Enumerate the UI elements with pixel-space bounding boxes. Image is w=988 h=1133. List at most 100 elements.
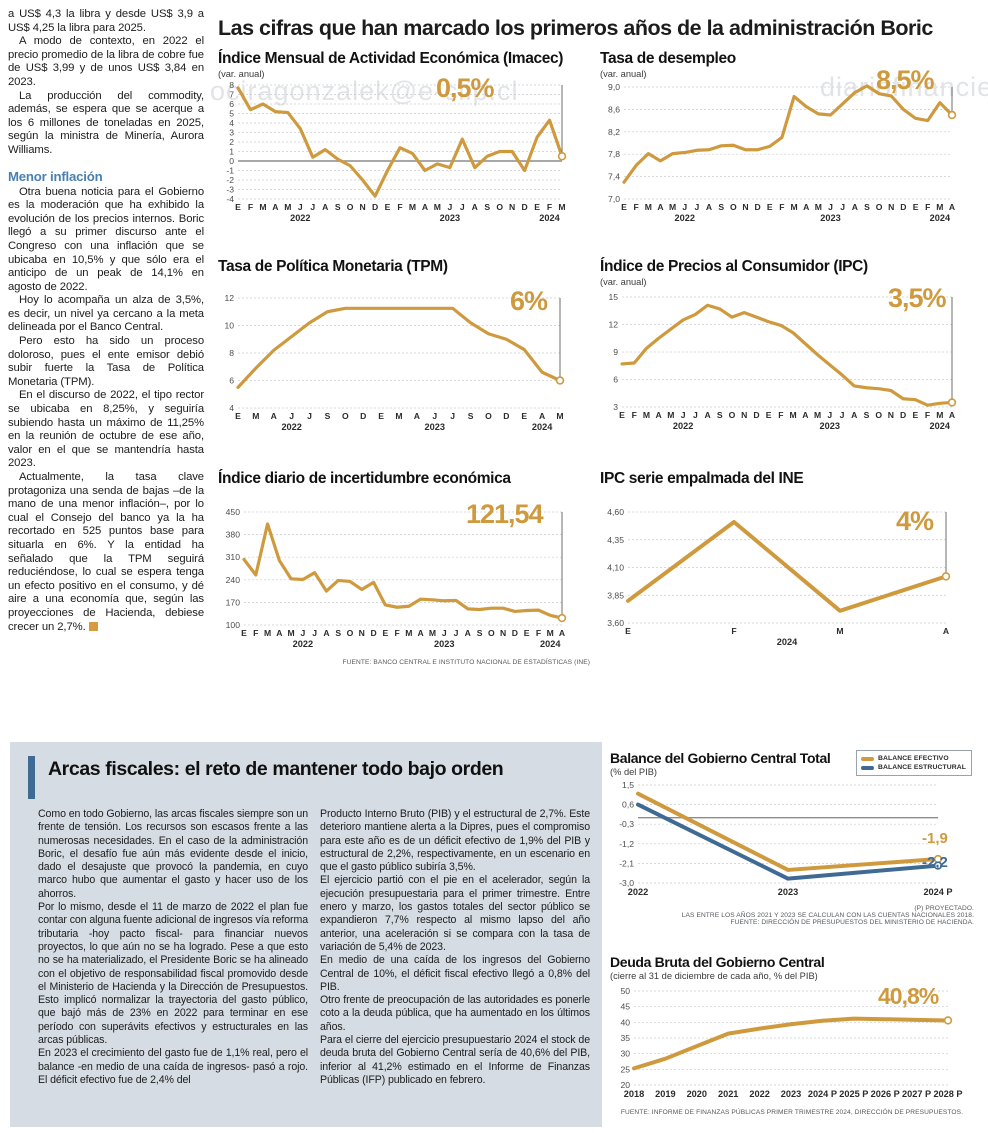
svg-text:F: F — [394, 628, 399, 638]
svg-text:S: S — [335, 628, 341, 638]
svg-text:10: 10 — [224, 321, 234, 331]
svg-text:M: M — [429, 628, 436, 638]
svg-text:D: D — [900, 202, 906, 212]
svg-text:O: O — [729, 410, 736, 420]
svg-text:F: F — [547, 202, 552, 212]
svg-text:-2: -2 — [226, 175, 234, 185]
svg-text:3: 3 — [613, 402, 618, 412]
svg-text:J: J — [693, 410, 698, 420]
svg-text:8,6: 8,6 — [608, 104, 620, 114]
svg-text:F: F — [925, 202, 930, 212]
chart-source: FUENTE: BANCO CENTRAL E INSTITUTO NACION… — [342, 659, 590, 666]
svg-text:O: O — [485, 411, 492, 421]
svg-text:O: O — [875, 410, 882, 420]
svg-text:O: O — [347, 628, 354, 638]
accent-bar — [28, 756, 35, 799]
svg-text:J: J — [300, 628, 305, 638]
chart-legend: BALANCE EFECTIVO BALANCE ESTRUCTURAL — [856, 750, 972, 776]
svg-text:N: N — [500, 628, 506, 638]
svg-text:A: A — [272, 202, 278, 212]
legend-label: BALANCE ESTRUCTURAL — [878, 764, 966, 771]
svg-text:2023: 2023 — [781, 1089, 801, 1099]
svg-text:E: E — [767, 202, 773, 212]
svg-text:N: N — [741, 410, 747, 420]
ipc-ine-svg: 4,60 4,35 4,10 3,85 3,60E F M A 2024 — [607, 507, 951, 647]
section-subhead: Menor inflación — [8, 168, 103, 184]
svg-text:A: A — [706, 202, 712, 212]
svg-text:A: A — [851, 410, 857, 420]
paragraph: En 2023 el crecimiento del gasto fue de … — [38, 1047, 308, 1086]
svg-text:M: M — [836, 626, 843, 636]
svg-text:A: A — [559, 628, 565, 638]
callout-value: 121,54 — [466, 499, 544, 529]
svg-text:N: N — [888, 202, 894, 212]
svg-text:M: M — [556, 411, 563, 421]
svg-text:2024: 2024 — [532, 422, 553, 432]
svg-text:D: D — [755, 202, 761, 212]
callout-value: 4% — [896, 506, 934, 536]
chart-tpm: Tasa de Política Monetaria (TPM) 12 10 8 6 4… — [218, 258, 590, 440]
svg-text:F: F — [731, 626, 736, 636]
svg-text:J: J — [447, 202, 452, 212]
svg-text:8: 8 — [229, 348, 234, 358]
svg-text:M: M — [815, 202, 822, 212]
chart-title: IPC serie empalmada del INE — [600, 470, 804, 487]
fiscal-charts-container: Balance del Gobierno Central Total (% de… — [602, 742, 978, 1127]
svg-text:3,85: 3,85 — [607, 590, 624, 600]
callout-value: 0,5% — [436, 73, 495, 103]
svg-text:3: 3 — [229, 128, 234, 138]
svg-text:2022: 2022 — [290, 213, 310, 223]
svg-text:2025 P: 2025 P — [839, 1089, 868, 1099]
paragraph: Hoy lo acompaña un alza de 3,5%, es deci… — [8, 294, 204, 334]
svg-text:-1,2: -1,2 — [619, 839, 634, 849]
svg-text:E: E — [766, 410, 772, 420]
chart-subtitle: (% del PIB) — [610, 767, 658, 777]
svg-text:7,0: 7,0 — [608, 194, 620, 204]
chart-title: Balance del Gobierno Central Total — [610, 750, 831, 766]
svg-text:O: O — [488, 628, 495, 638]
svg-text:D: D — [372, 202, 378, 212]
legend-item-estructural[interactable]: BALANCE ESTRUCTURAL — [861, 763, 966, 772]
svg-text:E: E — [524, 628, 530, 638]
svg-text:-3: -3 — [226, 185, 234, 195]
fiscal-section-panel: Arcas fiscales: el reto de mantener todo… — [10, 742, 978, 1127]
svg-text:6: 6 — [613, 375, 618, 385]
svg-text:30: 30 — [620, 1049, 630, 1059]
svg-text:2028 P: 2028 P — [933, 1089, 962, 1099]
svg-text:-0,3: -0,3 — [619, 819, 634, 829]
svg-text:F: F — [253, 628, 258, 638]
paragraph: La producción del commodity, además, se … — [8, 89, 204, 156]
svg-text:A: A — [949, 410, 955, 420]
svg-text:M: M — [547, 628, 554, 638]
svg-text:E: E — [625, 626, 631, 636]
svg-text:6: 6 — [229, 376, 234, 386]
svg-text:20: 20 — [620, 1080, 630, 1090]
svg-text:2024 P: 2024 P — [808, 1089, 837, 1099]
svg-text:S: S — [325, 411, 331, 421]
svg-text:A: A — [418, 628, 424, 638]
svg-text:1: 1 — [229, 147, 234, 157]
chart-source: FUENTE: INFORME DE FINANZAS PÚBLICAS PRI… — [620, 1109, 964, 1116]
svg-text:25: 25 — [620, 1064, 630, 1074]
svg-text:A: A — [539, 411, 545, 421]
svg-text:O: O — [730, 202, 737, 212]
svg-text:J: J — [298, 202, 303, 212]
callout-value: 40,8% — [878, 983, 939, 1009]
svg-text:15: 15 — [608, 292, 618, 302]
fiscal-text-column-2: Producto Interno Bruto (PIB) y el estruc… — [320, 808, 590, 1087]
legend-item-efectivo[interactable]: BALANCE EFECTIVO — [861, 754, 966, 763]
svg-text:-2,2: -2,2 — [922, 854, 948, 871]
chart-subtitle: (cierre al 31 de diciembre de cada año, … — [610, 971, 818, 981]
svg-text:J: J — [681, 410, 686, 420]
svg-text:380: 380 — [226, 530, 241, 540]
paragraph: A modo de contexto, en 2022 el precio pr… — [8, 35, 204, 88]
svg-text:M: M — [259, 202, 266, 212]
svg-text:S: S — [477, 628, 483, 638]
svg-text:S: S — [335, 202, 341, 212]
fiscal-section-title: Arcas fiscales: el reto de mantener todo… — [48, 758, 504, 780]
svg-text:40: 40 — [620, 1017, 630, 1027]
paragraph: Por lo mismo, desde el 11 de marzo de 20… — [38, 901, 308, 1047]
svg-text:F: F — [536, 628, 541, 638]
svg-text:-3,0: -3,0 — [619, 878, 634, 888]
svg-text:450: 450 — [226, 507, 241, 517]
